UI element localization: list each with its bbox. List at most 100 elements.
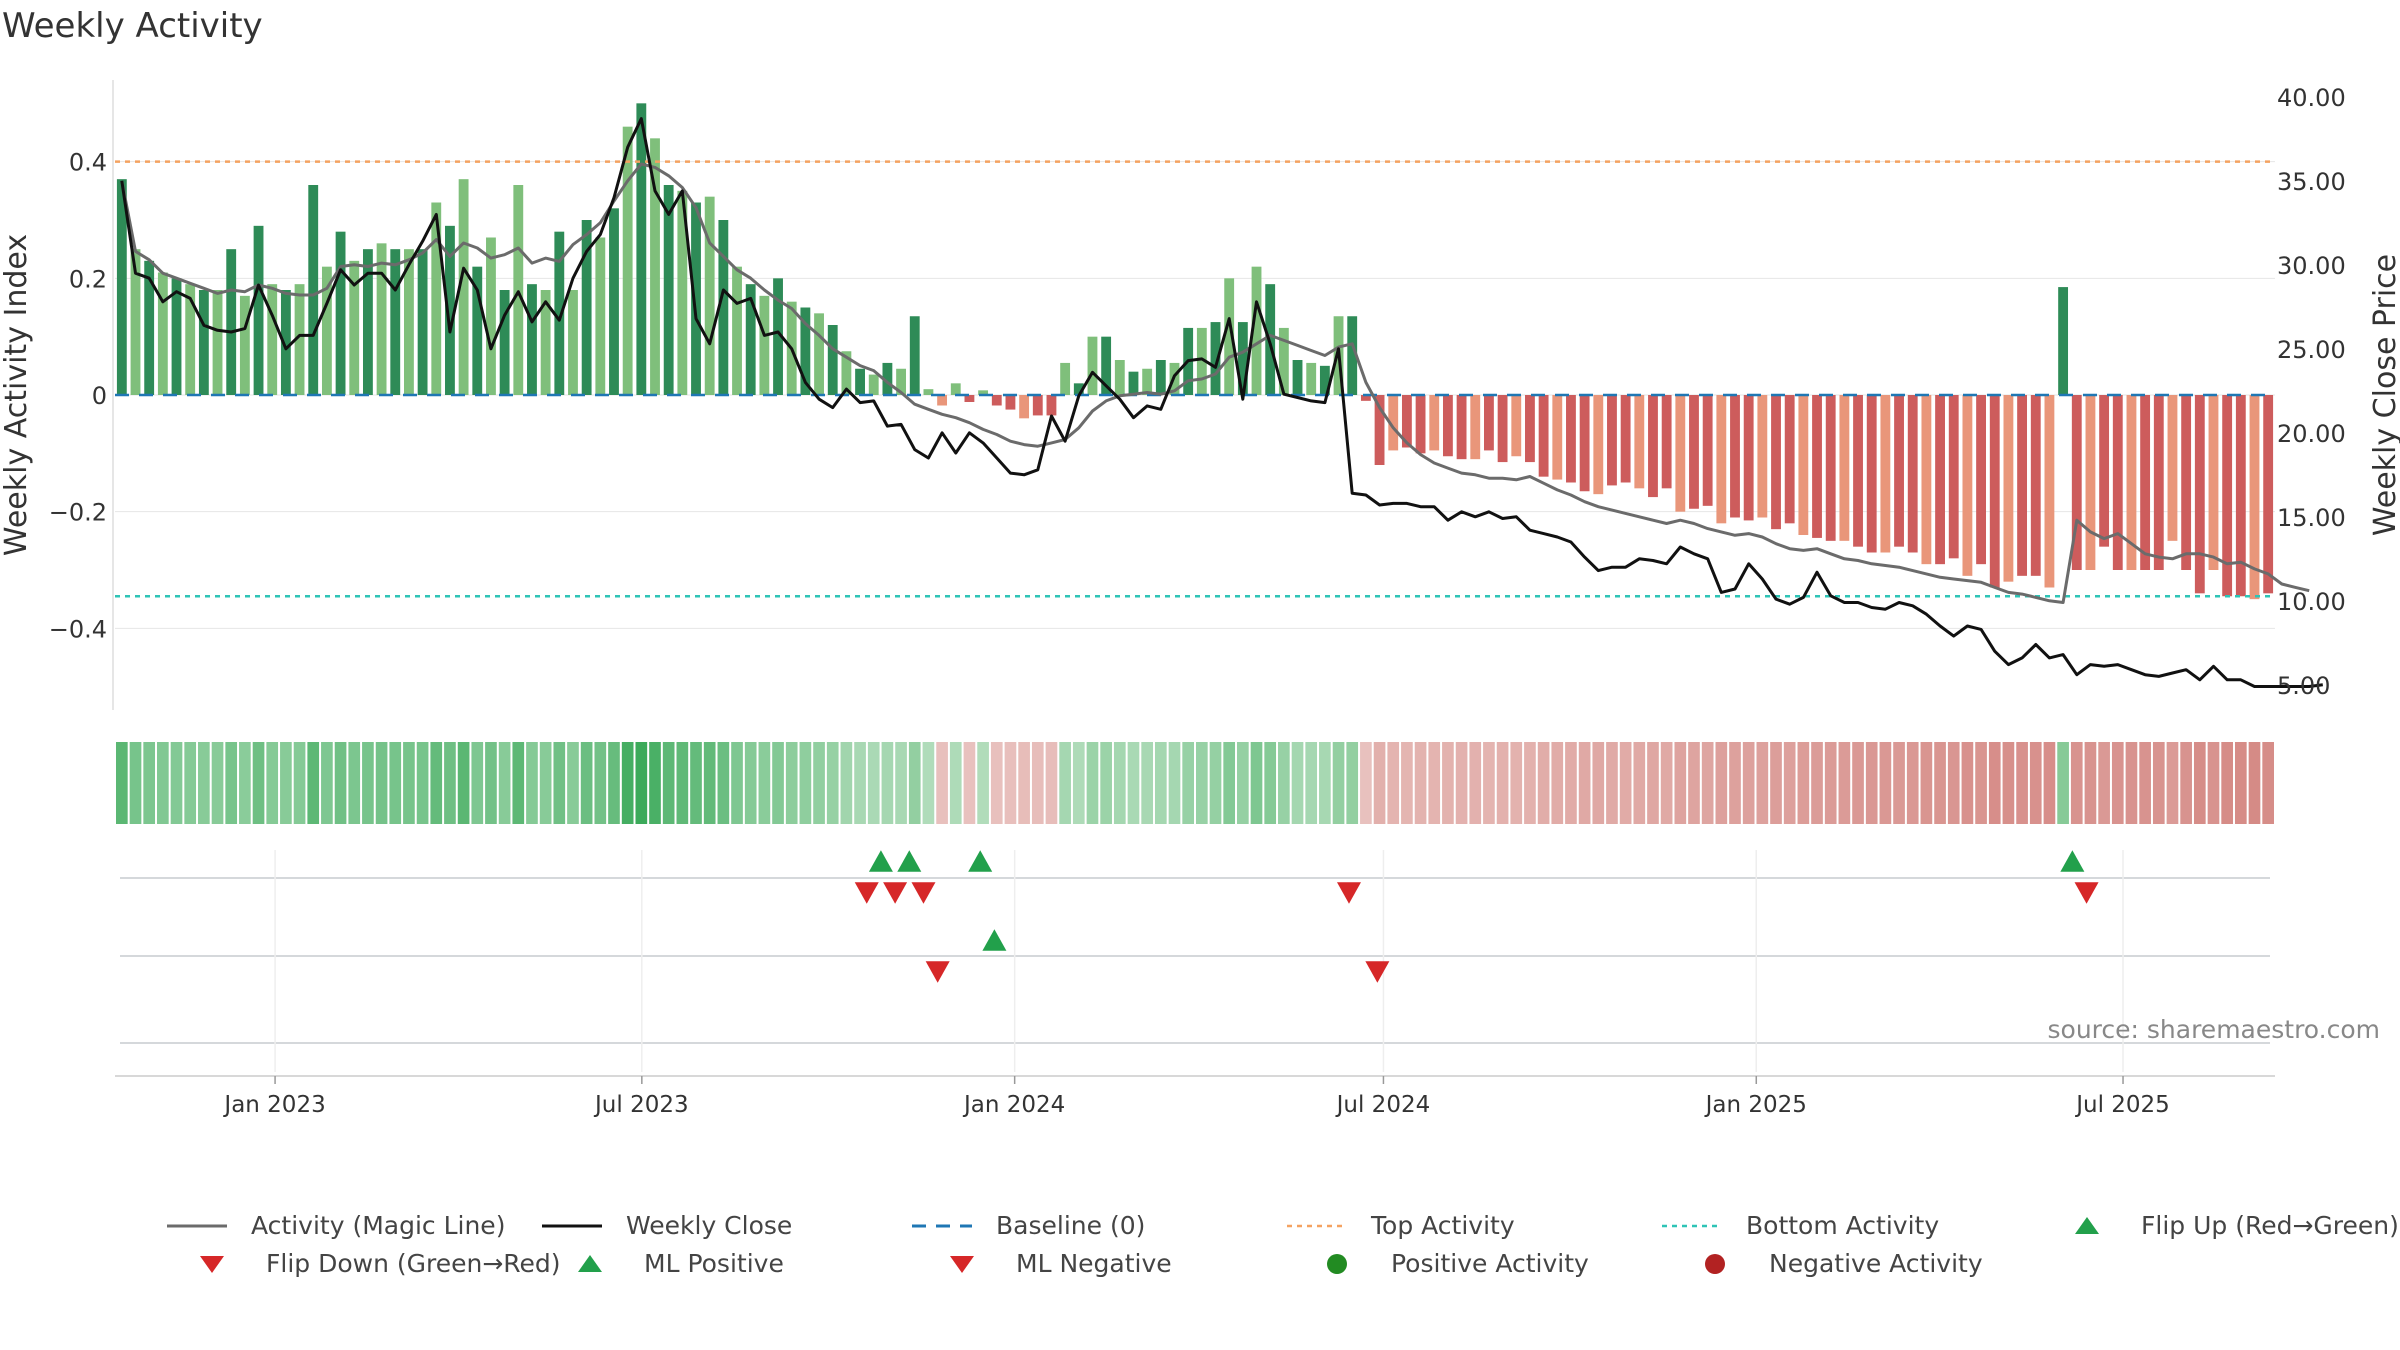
heat-cell <box>1674 742 1687 824</box>
heat-cell <box>1127 742 1140 824</box>
activity-bar <box>1525 395 1535 463</box>
heat-cell <box>1729 742 1741 824</box>
activity-bar <box>773 278 783 395</box>
activity-bar <box>1730 395 1740 518</box>
activity-bar <box>1196 327 1207 395</box>
activity-bar <box>1046 395 1057 416</box>
activity-bar <box>376 243 387 395</box>
activity-bar <box>280 290 291 395</box>
activity-bar <box>896 368 906 395</box>
activity-bar <box>1566 395 1576 483</box>
activity-bar <box>2030 395 2041 576</box>
activity-bar <box>253 225 264 395</box>
heat-cell <box>348 742 361 824</box>
y-left-tick-label: 0 <box>92 382 107 410</box>
activity-bars <box>116 103 2274 600</box>
heat-cell <box>635 742 648 824</box>
legend-item: Flip Down (Green→Red) <box>180 1249 561 1278</box>
activity-bar <box>2263 395 2274 594</box>
activity-bar <box>2222 395 2233 597</box>
heat-cell <box>949 742 962 824</box>
heat-cell <box>1811 742 1823 824</box>
ml-positive-marker <box>982 929 1007 951</box>
activity-bar <box>800 307 811 395</box>
heat-cell <box>2180 742 2192 824</box>
heat-cell <box>703 742 716 824</box>
activity-bar <box>1921 395 1932 565</box>
activity-bar <box>595 237 606 395</box>
activity-bar <box>458 179 469 395</box>
heat-cell <box>567 742 579 824</box>
activity-bar <box>677 190 688 395</box>
heat-cell <box>116 742 128 824</box>
activity-bar <box>417 249 428 395</box>
heat-cell <box>1647 742 1659 824</box>
heat-cell <box>129 742 142 824</box>
heat-cell <box>621 742 634 824</box>
heat-cell <box>1442 742 1454 824</box>
activity-bar <box>1306 362 1317 395</box>
activity-bar <box>308 185 319 395</box>
activity-bar <box>2126 395 2137 570</box>
activity-bar <box>1511 395 1522 457</box>
heat-cell <box>1865 742 1878 824</box>
activity-bar <box>1401 395 1412 448</box>
activity-bar <box>1388 395 1399 451</box>
red-down-triangle-icon <box>180 1252 256 1276</box>
heat-cell <box>936 742 948 824</box>
heat-cell <box>293 742 306 824</box>
activity-bar <box>1607 395 1617 486</box>
heat-cell <box>389 742 402 824</box>
heat-cell <box>1483 742 1495 824</box>
ml-negative-marker <box>1365 961 1390 983</box>
activity-bar <box>1880 395 1891 553</box>
activity-bar <box>130 249 141 395</box>
heat-cell <box>1565 742 1577 824</box>
flip-down-marker <box>1336 882 1361 904</box>
heat-cell <box>2234 742 2247 824</box>
activity-bar <box>267 284 278 395</box>
heat-cell <box>1373 742 1386 824</box>
heat-cell <box>1332 742 1345 824</box>
activity-bar <box>212 290 223 395</box>
heat-cell <box>2248 742 2261 824</box>
activity-bar <box>1210 322 1221 395</box>
heat-cell <box>526 742 538 824</box>
activity-bar <box>814 313 824 395</box>
activity-bar <box>1825 395 1836 541</box>
activity-bar <box>1661 395 1672 489</box>
heat-cell <box>1455 742 1468 824</box>
heat-cell <box>1783 742 1796 824</box>
heat-cell <box>1401 742 1413 824</box>
y-right-tick-label: 35.00 <box>2277 168 2346 196</box>
heat-cell <box>1387 742 1400 824</box>
legend: Activity (Magic Line) Weekly Close Baselin… <box>0 1195 2400 1278</box>
heat-cell <box>1920 742 1933 824</box>
legend-label: Flip Up (Red→Green) <box>2141 1211 2399 1240</box>
black-line-icon <box>540 1214 616 1238</box>
activity-bar <box>1032 395 1043 416</box>
heat-cell <box>1154 742 1167 824</box>
activity-bar <box>1634 395 1645 489</box>
heat-cell <box>457 742 470 824</box>
flip-up-marker <box>968 850 993 872</box>
legend-item: Negative Activity <box>1683 1249 1983 1278</box>
activity-bar <box>2181 395 2192 570</box>
activity-bar <box>1224 278 1235 395</box>
activity-bar <box>1853 395 1863 547</box>
legend-item: Positive Activity <box>1305 1249 1589 1278</box>
heat-cell <box>2084 742 2097 824</box>
heat-cell <box>977 742 989 824</box>
activity-bar <box>540 290 551 395</box>
activity-bar <box>663 185 674 395</box>
heat-cell <box>1551 742 1564 824</box>
activity-bar <box>950 383 961 395</box>
activity-bar <box>1347 316 1358 395</box>
activity-bar <box>1251 266 1262 395</box>
heat-cell <box>1278 742 1290 824</box>
heat-cell <box>1660 742 1673 824</box>
activity-bar <box>1757 395 1768 518</box>
activity-bar <box>431 202 442 395</box>
legend-item: Bottom Activity <box>1660 1211 1939 1240</box>
activity-bar <box>1278 327 1289 395</box>
